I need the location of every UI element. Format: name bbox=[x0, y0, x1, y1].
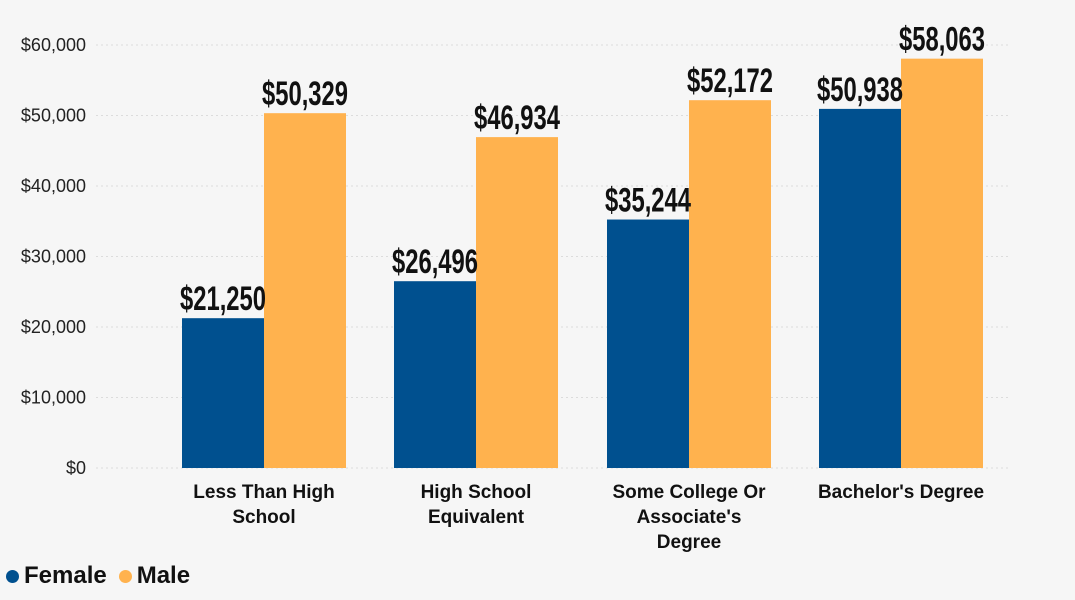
x-category-label: Equivalent bbox=[428, 507, 525, 528]
y-tick-label: $0 bbox=[66, 458, 86, 478]
legend-item-female: Female bbox=[6, 562, 107, 590]
data-label-female: $35,244 bbox=[605, 182, 691, 220]
legend-item-male: Male bbox=[118, 562, 191, 590]
bar-female bbox=[819, 108, 901, 469]
x-category-label: Bachelor's Degree bbox=[818, 482, 984, 503]
y-axis-ticks: $0 $10,000 $20,000 $30,000 $40,000 $50,000 $60… bbox=[21, 35, 86, 478]
bars bbox=[182, 58, 983, 469]
data-label-male: $46,934 bbox=[474, 99, 560, 137]
y-tick-label: $20,000 bbox=[21, 317, 86, 337]
data-label-male: $50,329 bbox=[262, 75, 348, 113]
data-label-male: $52,172 bbox=[687, 62, 773, 100]
bar-female bbox=[394, 281, 476, 468]
x-category-label: Less Than High bbox=[193, 482, 334, 503]
data-label-male: $58,063 bbox=[899, 21, 985, 59]
data-label-female: $26,496 bbox=[392, 243, 478, 281]
legend: Female Male bbox=[6, 562, 196, 590]
x-category-label: Associate's bbox=[637, 507, 742, 528]
legend-swatch-female bbox=[6, 569, 19, 583]
y-tick-label: $10,000 bbox=[21, 388, 86, 408]
bar-chart: $0 $10,000 $20,000 $30,000 $40,000 $50,000 $60… bbox=[21, 21, 1010, 553]
legend-swatch-male bbox=[118, 569, 132, 583]
bar-male bbox=[901, 58, 983, 468]
y-tick-label: $50,000 bbox=[21, 106, 86, 126]
data-label-female: $21,250 bbox=[180, 280, 266, 318]
x-category-label: School bbox=[232, 507, 295, 528]
bar-female bbox=[607, 219, 689, 468]
y-tick-label: $40,000 bbox=[21, 176, 86, 196]
y-tick-label: $60,000 bbox=[21, 35, 86, 55]
data-label-female: $50,938 bbox=[817, 71, 903, 109]
legend-label-female: Female bbox=[24, 562, 107, 589]
bar-male bbox=[476, 137, 558, 468]
bar-female bbox=[182, 318, 264, 468]
x-category-label: High School bbox=[421, 482, 532, 503]
legend-label-male: Male bbox=[136, 562, 191, 589]
y-tick-label: $30,000 bbox=[21, 247, 86, 267]
x-category-label: Some College Or bbox=[612, 482, 766, 503]
bar-male bbox=[264, 113, 346, 469]
x-category-label: Degree bbox=[657, 532, 721, 553]
bar-male bbox=[689, 100, 771, 468]
x-axis-categories: Less Than High School High School Equivalen… bbox=[193, 482, 984, 553]
data-labels: $21,250 $50,329 $26,496 $46,934 $35,244 $52,1… bbox=[180, 21, 985, 319]
